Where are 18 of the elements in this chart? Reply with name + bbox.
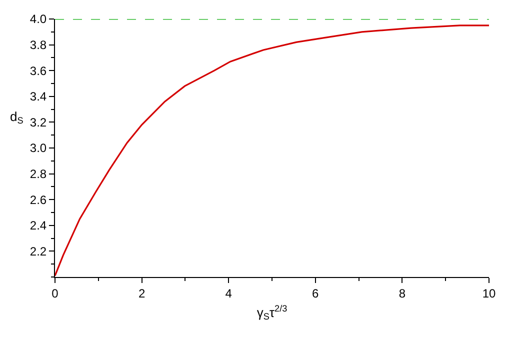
x-tick-label: 8 [398, 286, 406, 300]
x-tick-label: 4 [225, 286, 232, 300]
y-tick-label: 2.6 [30, 192, 47, 207]
y-tick-label: 3.6 [30, 64, 47, 78]
y-tick-label: 3.8 [30, 38, 47, 52]
x-tick-label: 6 [312, 286, 320, 300]
x-tick-label: 2 [138, 286, 146, 300]
x-tick-label: 0 [52, 286, 59, 300]
y-tick-label: 4.0 [30, 12, 47, 26]
x-tick-label: 10 [482, 286, 496, 300]
y-tick-label: 2.2 [30, 244, 47, 258]
y-tick-label: 3.4 [30, 90, 47, 104]
y-tick-label: 2.4 [30, 218, 47, 233]
x-axis-title: γ$_{S}$τ$^{2/3}$ [256, 304, 288, 322]
y-tick-label: 3.0 [30, 141, 47, 156]
y-axis-title: d$_{S}$ [10, 109, 24, 126]
y-tick-label: 2.8 [30, 167, 47, 181]
y-tick-label: 3.2 [30, 115, 47, 130]
